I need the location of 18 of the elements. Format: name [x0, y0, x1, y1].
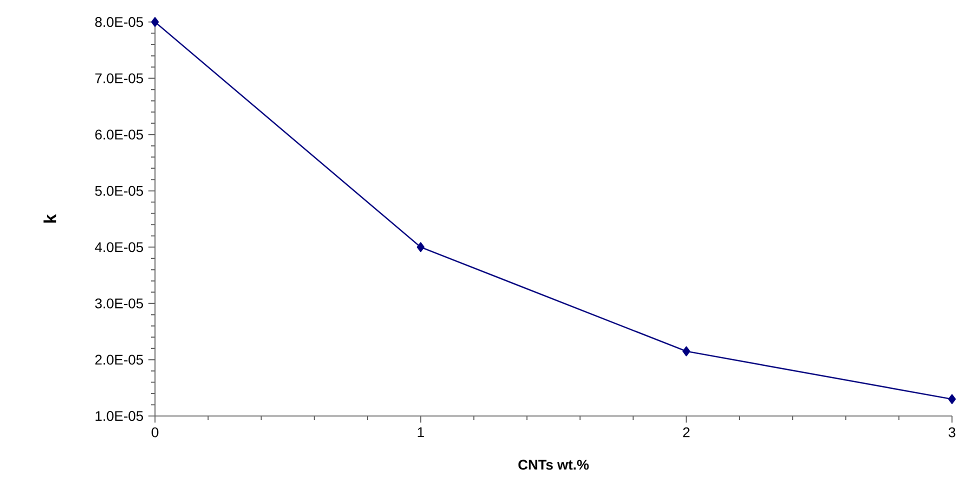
y-axis-title: k: [44, 214, 56, 223]
x-axis-title: CNTs wt.%: [518, 460, 589, 470]
y-tick-label: 2.0E-05: [95, 354, 144, 365]
y-tick-label: 8.0E-05: [95, 17, 144, 27]
x-tick-label: 3: [948, 427, 956, 438]
x-tick-label: 0: [152, 427, 158, 438]
point: [948, 394, 956, 404]
point: [682, 346, 690, 356]
y-tick-label: 7.0E-05: [95, 73, 144, 84]
y-tick-label: 3.0E-05: [95, 298, 144, 308]
x-tick-label: 2: [683, 427, 690, 438]
y-tick-label: 5.0E-05: [95, 186, 144, 196]
y-tick-label: 6.0E-05: [95, 130, 144, 140]
point: [416, 242, 425, 252]
point: [151, 17, 159, 27]
x-tick-label: 1: [418, 427, 424, 438]
y-tick-label: 1.0E-05: [96, 411, 144, 421]
y-tick-label: 4.0E-05: [94, 242, 144, 252]
